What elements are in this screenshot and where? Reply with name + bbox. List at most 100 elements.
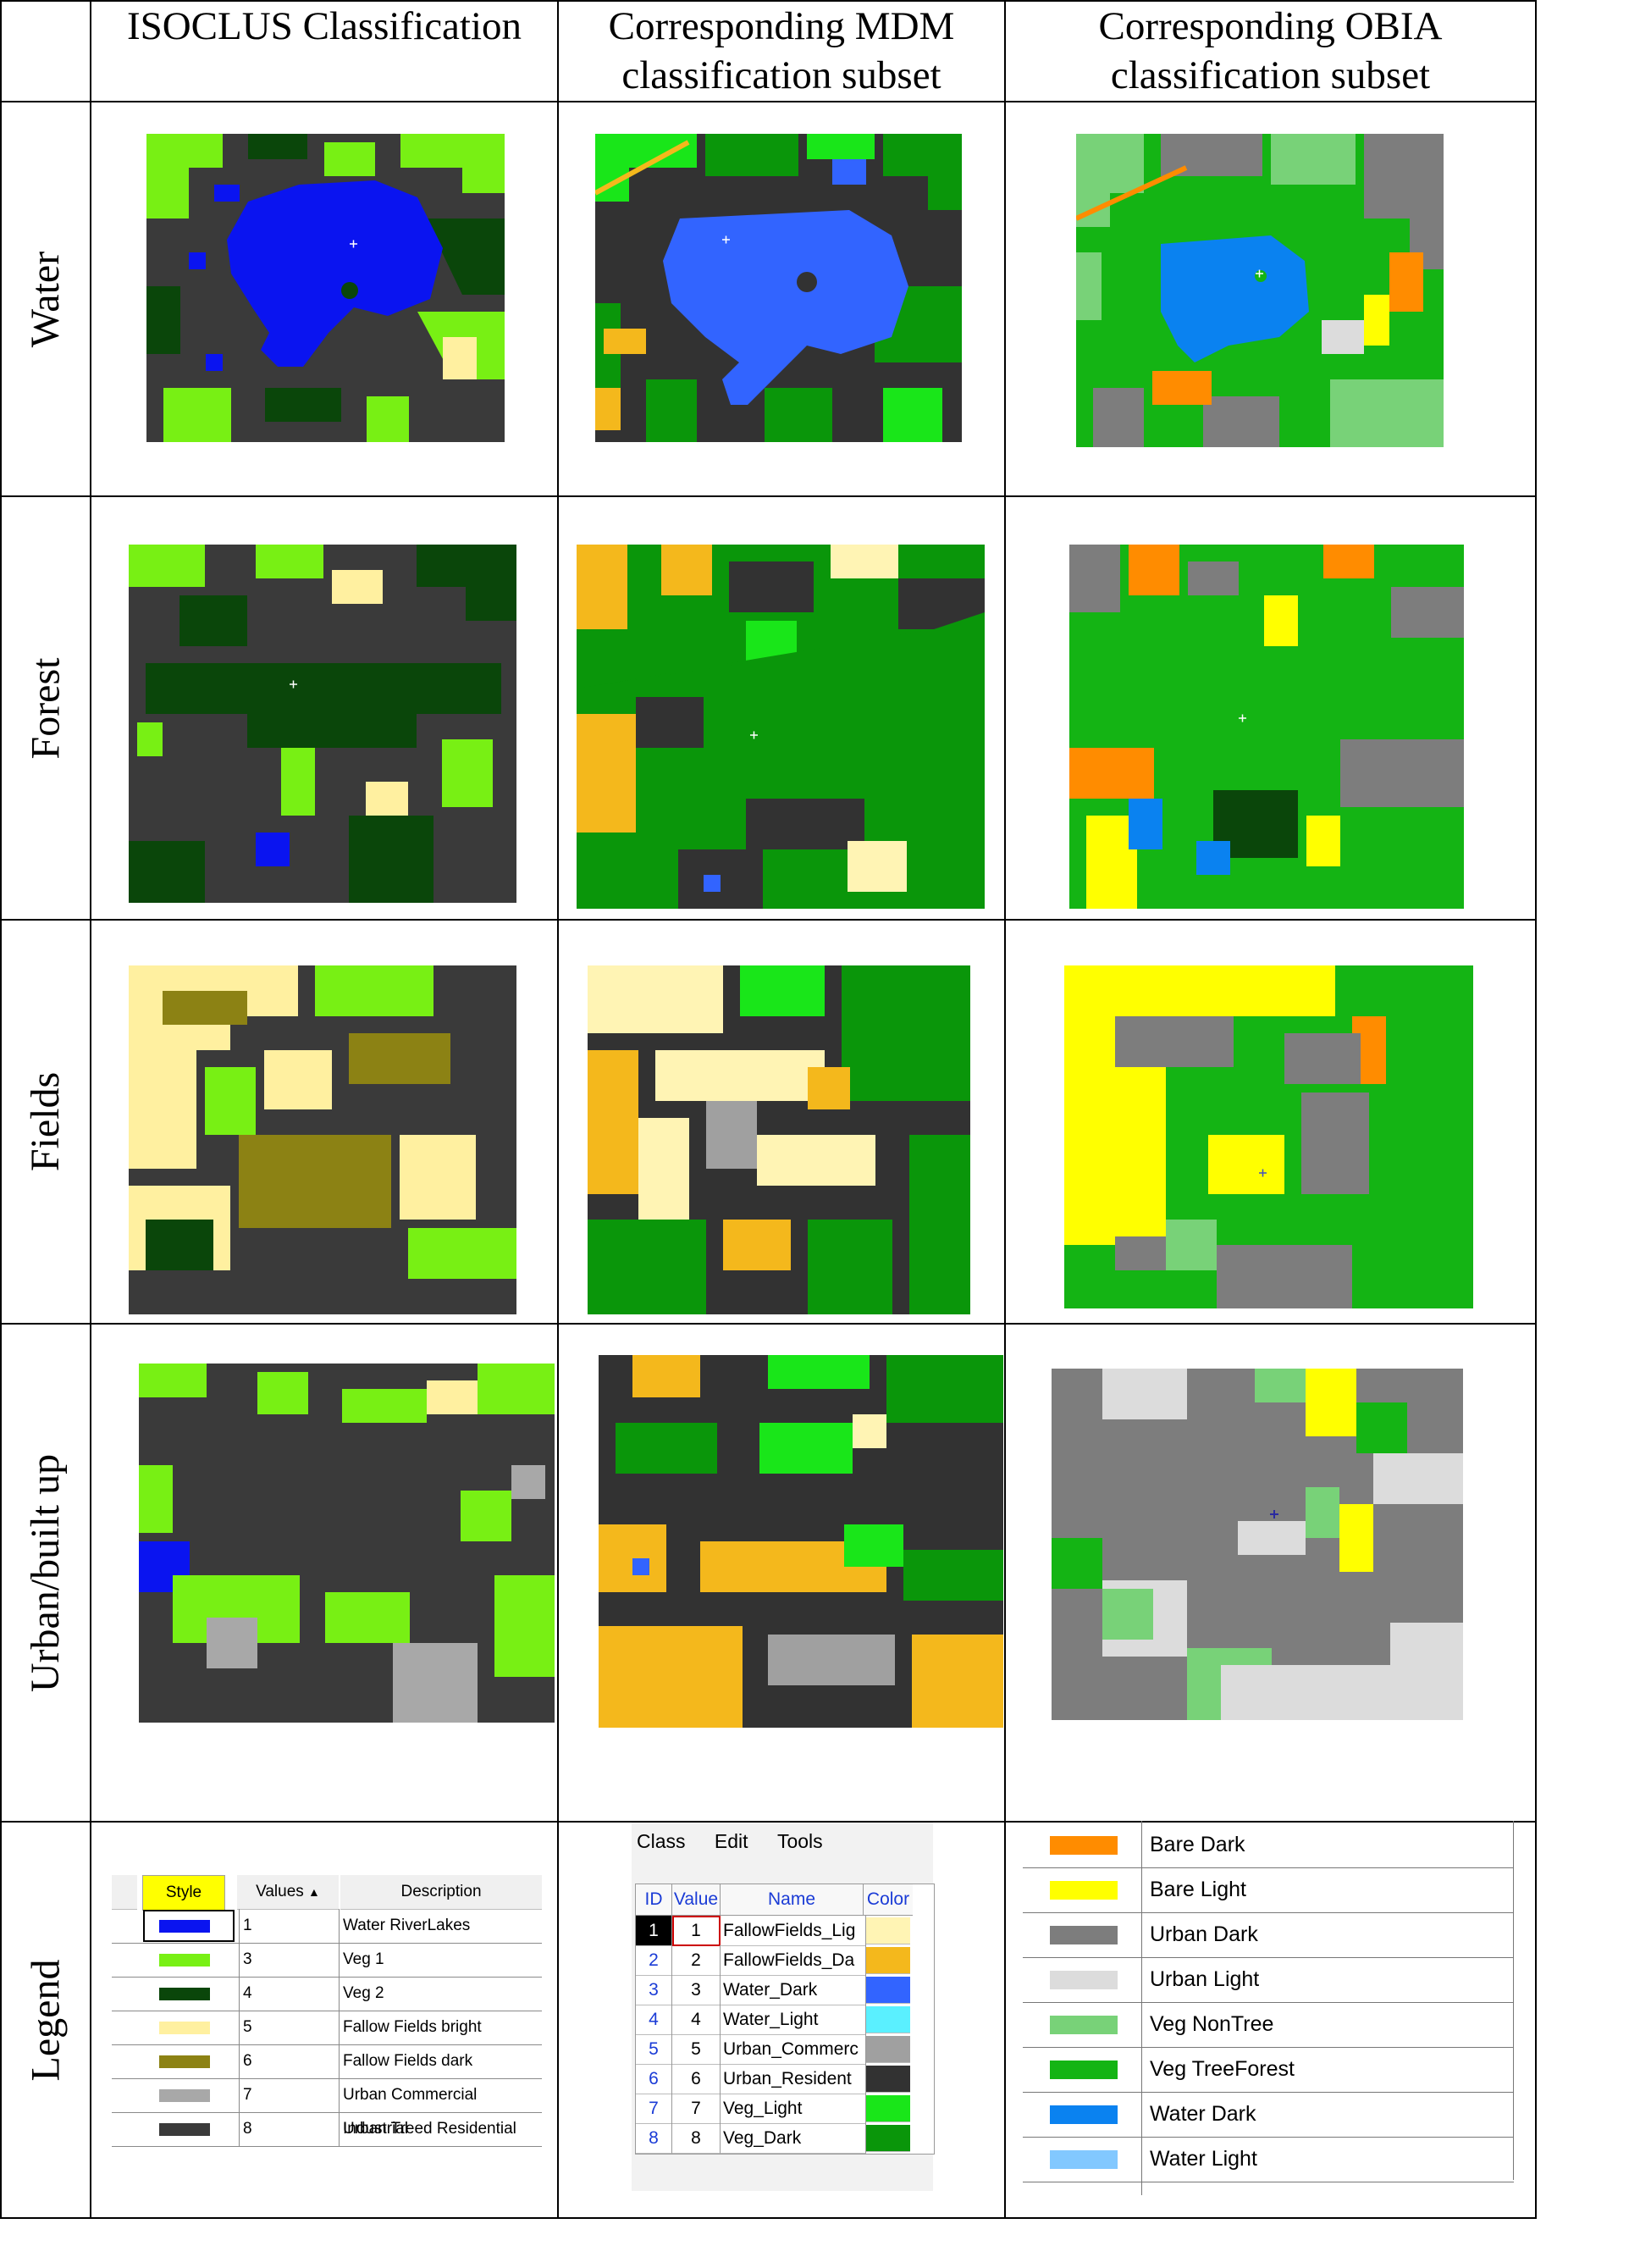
grid-header-id[interactable]: ID bbox=[636, 1884, 672, 1916]
grid-color-swatch[interactable] bbox=[866, 2006, 910, 2033]
legend-row[interactable]: 7 Urban Commercial Industrial bbox=[112, 2078, 542, 2138]
header-obia-line1: Corresponding OBIA bbox=[1098, 4, 1443, 48]
grid-value[interactable]: 5 bbox=[672, 2034, 721, 2065]
legend-label: Bare Dark bbox=[1150, 1833, 1245, 1856]
legend-row: Bare Light bbox=[1023, 1867, 1514, 1913]
legend-style-cell[interactable] bbox=[142, 2112, 235, 2146]
legend-style-cell[interactable] bbox=[142, 1943, 235, 1977]
legend-description: Urban Treed Residential bbox=[339, 2112, 544, 2146]
grid-name[interactable]: Urban_Commerc bbox=[721, 2034, 866, 2065]
legend-swatch bbox=[159, 1988, 210, 2000]
grid-row[interactable]: 7 7 Veg_Light bbox=[636, 2094, 934, 2124]
legend-swatch bbox=[1050, 2150, 1118, 2169]
legend-row[interactable]: 4 Veg 2 bbox=[112, 1977, 542, 2011]
grid-name[interactable]: Water_Light bbox=[721, 2005, 866, 2035]
legend-swatch bbox=[1050, 2061, 1118, 2079]
legend-label: Bare Light bbox=[1150, 1878, 1246, 1901]
grid-header-color[interactable]: Color bbox=[864, 1884, 913, 1916]
grid-name[interactable]: Urban_Resident bbox=[721, 2064, 866, 2094]
grid-row[interactable]: 4 4 Water_Light bbox=[636, 2005, 934, 2035]
grid-row[interactable]: 5 5 Urban_Commerc bbox=[636, 2034, 934, 2065]
grid-color-swatch[interactable] bbox=[866, 2125, 910, 2152]
mdm-forest-map bbox=[577, 545, 985, 909]
header-obia-line2: classification subset bbox=[1110, 53, 1431, 97]
grid-id: 1 bbox=[636, 1916, 672, 1946]
grid-value[interactable]: 2 bbox=[672, 1945, 721, 1976]
legend-swatch bbox=[1050, 1881, 1118, 1900]
grid-header-value[interactable]: Value bbox=[672, 1884, 721, 1916]
legend-row[interactable]: 3 Veg 1 bbox=[112, 1943, 542, 1978]
legend-header-values[interactable]: Values ▲ bbox=[237, 1875, 339, 1910]
grid-color-swatch[interactable] bbox=[866, 2095, 910, 2122]
legend-style-cell[interactable] bbox=[142, 2044, 235, 2078]
grid-name[interactable]: FallowFields_Lig bbox=[721, 1916, 866, 1946]
grid-header-name[interactable]: Name bbox=[721, 1884, 864, 1916]
sort-asc-icon: ▲ bbox=[308, 1885, 320, 1899]
grid-name[interactable]: Veg_Dark bbox=[721, 2123, 866, 2154]
legend-row: Water Light bbox=[1023, 2137, 1514, 2182]
legend-label: Urban Dark bbox=[1150, 1922, 1258, 1946]
legend-description: Water RiverLakes bbox=[339, 1909, 544, 1943]
grid-row[interactable]: 3 3 Water_Dark bbox=[636, 1975, 934, 2005]
legend-header-blank bbox=[112, 1875, 137, 1910]
legend-value: 3 bbox=[239, 1943, 336, 1977]
mdm-class-grid: ID Value Name Color 1 1 FallowFields_Lig 2 2… bbox=[635, 1884, 935, 2155]
legend-row: Veg TreeForest bbox=[1023, 2047, 1514, 2093]
legend-label: Water Dark bbox=[1150, 2102, 1256, 2126]
grid-color-swatch[interactable] bbox=[866, 2036, 910, 2063]
menu-class[interactable]: Class bbox=[637, 1830, 686, 1852]
legend-row[interactable]: 5 Fallow Fields bright bbox=[112, 2011, 542, 2045]
grid-value[interactable]: 3 bbox=[672, 1975, 721, 2005]
row-divider bbox=[0, 1821, 1537, 1823]
grid-name[interactable]: Veg_Light bbox=[721, 2094, 866, 2124]
legend-row[interactable]: 6 Fallow Fields dark bbox=[112, 2044, 542, 2079]
grid-id: 2 bbox=[636, 1945, 672, 1976]
menu-edit[interactable]: Edit bbox=[714, 1830, 748, 1852]
grid-name[interactable]: FallowFields_Da bbox=[721, 1945, 866, 1976]
menu-tools[interactable]: Tools bbox=[776, 1830, 823, 1852]
grid-color-swatch[interactable] bbox=[866, 2066, 910, 2093]
mdm-water-map bbox=[595, 134, 962, 442]
legend-value: 8 bbox=[239, 2112, 336, 2146]
grid-row[interactable]: 6 6 Urban_Resident bbox=[636, 2064, 934, 2094]
legend-label: Water Light bbox=[1150, 2147, 1257, 2171]
grid-value[interactable]: 1 bbox=[672, 1916, 721, 1946]
isoclus-urban-map bbox=[139, 1364, 555, 1723]
grid-value[interactable]: 4 bbox=[672, 2005, 721, 2035]
legend-row: Bare Dark bbox=[1023, 1823, 1514, 1868]
legend-row[interactable]: 1 Water RiverLakes bbox=[112, 1909, 542, 1944]
grid-value[interactable]: 8 bbox=[672, 2123, 721, 2154]
mdm-fields-map bbox=[588, 965, 970, 1314]
legend-style-cell[interactable] bbox=[142, 2011, 235, 2044]
legend-style-cell[interactable] bbox=[142, 2078, 235, 2112]
grid-value[interactable]: 6 bbox=[672, 2064, 721, 2094]
legend-value: 5 bbox=[239, 2011, 336, 2044]
legend-label: Veg NonTree bbox=[1150, 2012, 1274, 2036]
legend-row[interactable]: 8 Urban Treed Residential bbox=[112, 2112, 542, 2147]
header-mdm-line2: classification subset bbox=[621, 53, 941, 97]
header-isoclus-text: ISOCLUS Classification bbox=[126, 4, 522, 48]
legend-swatch bbox=[159, 2089, 210, 2102]
grid-id: 7 bbox=[636, 2094, 672, 2124]
grid-name[interactable]: Water_Dark bbox=[721, 1975, 866, 2005]
grid-row[interactable]: 8 8 Veg_Dark bbox=[636, 2123, 934, 2154]
table-border-left bbox=[0, 0, 2, 2219]
grid-color-swatch[interactable] bbox=[866, 1977, 910, 2004]
legend-value: 1 bbox=[239, 1909, 336, 1943]
grid-value[interactable]: 7 bbox=[672, 2094, 721, 2124]
legend-top-rule bbox=[1023, 1821, 1514, 1823]
legend-swatch bbox=[1050, 1971, 1118, 1989]
legend-header-description[interactable]: Description bbox=[340, 1875, 542, 1910]
legend-style-cell[interactable] bbox=[142, 1977, 235, 2011]
legend-style-cell[interactable] bbox=[142, 1909, 235, 1943]
grid-row[interactable]: 1 1 FallowFields_Lig bbox=[636, 1916, 934, 1946]
legend-header-style[interactable]: Style bbox=[142, 1875, 225, 1911]
row-divider bbox=[0, 919, 1537, 921]
grid-color-swatch[interactable] bbox=[866, 1947, 910, 1974]
obia-legend: Bare Dark Bare Light Urban Dark Urban Light… bbox=[1023, 1821, 1514, 2195]
grid-row[interactable]: 2 2 FallowFields_Da bbox=[636, 1945, 934, 1976]
col-divider bbox=[1004, 0, 1006, 2219]
grid-color-swatch[interactable] bbox=[866, 1917, 910, 1944]
legend-description: Fallow Fields bright bbox=[339, 2011, 544, 2044]
